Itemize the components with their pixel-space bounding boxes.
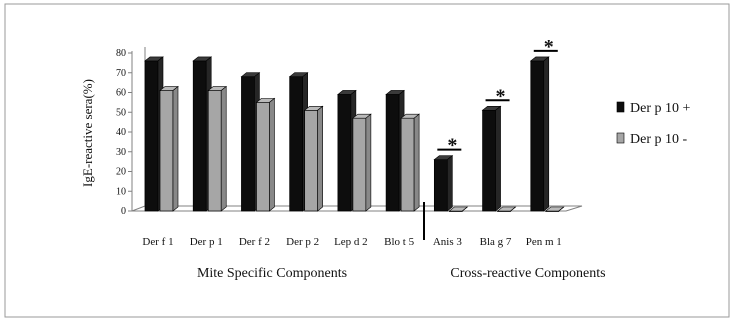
bar-2-4	[304, 109, 319, 212]
bar-side-1-8	[495, 105, 501, 212]
category-label: Der f 1	[142, 236, 173, 248]
category-label: Der p 2	[286, 236, 319, 248]
significance-star: *	[447, 135, 457, 157]
bar-2-6	[400, 117, 415, 212]
y-tick-label: 50	[116, 107, 126, 118]
bar-1-2	[192, 60, 207, 212]
significance-star: *	[544, 36, 554, 58]
bar-side-2-4	[317, 105, 323, 212]
bar-side-1-9	[543, 56, 550, 212]
bar-side-1-7	[447, 155, 453, 212]
y-tick-label: 0	[121, 206, 126, 217]
bar-2-3	[256, 102, 270, 212]
bar-1-4	[289, 76, 304, 212]
bar-side-2-2	[220, 85, 227, 212]
y-tick-label: 80	[116, 48, 126, 59]
bar-1-6	[385, 94, 400, 212]
category-label: Der p 1	[190, 236, 223, 248]
category-label: Blo t 5	[384, 236, 414, 248]
y-tick-label: 60	[116, 88, 126, 99]
y-tick-label: 40	[116, 127, 126, 138]
significance-marks: * * *	[437, 36, 558, 157]
bar-side-2-6	[413, 113, 420, 212]
bar-side-2-9	[558, 206, 564, 212]
bar-1-7	[433, 159, 448, 212]
bar-1-9	[530, 60, 545, 212]
bars-layer	[144, 56, 565, 212]
significance-star: *	[496, 85, 506, 107]
bar-side-2-7	[462, 206, 468, 212]
bar-side-2-3	[269, 97, 275, 212]
category-label: Anis 3	[433, 236, 463, 248]
legend-swatch-series-1	[616, 101, 625, 113]
legend: Der p 10 + Der p 10 -	[616, 101, 690, 147]
category-label: Bla g 7	[480, 236, 512, 248]
bar-side-2-5	[365, 113, 372, 212]
legend-label-series-1: Der p 10 +	[630, 101, 690, 116]
y-axis-label: IgE-reactive sera(%)	[80, 79, 95, 187]
group-label-cross-reactive: Cross-reactive Components	[450, 266, 605, 281]
y-tick-label: 20	[116, 167, 126, 178]
bar-1-8	[482, 109, 496, 212]
legend-label-series-2: Der p 10 -	[630, 132, 687, 147]
bar-1-1	[144, 60, 159, 212]
bar-2-1	[159, 90, 174, 212]
bar-2-2	[207, 90, 222, 212]
y-axis-ticks: 0 10 20 30 40 50 60 70 80	[116, 48, 132, 217]
legend-swatch-series-2	[616, 132, 625, 144]
y-tick-label: 30	[116, 147, 126, 158]
bar-side-2-1	[172, 85, 179, 212]
category-label: Lep d 2	[334, 236, 368, 248]
y-tick-label: 10	[116, 186, 126, 197]
bar-1-3	[241, 76, 255, 212]
category-labels: Der f 1 Der p 1 Der f 2 Der p 2 Lep d 2 Blo t…	[142, 236, 561, 248]
category-label: Pen m 1	[526, 236, 562, 248]
chart-floor	[131, 205, 583, 212]
category-label: Der f 2	[239, 236, 270, 248]
bar-2-5	[352, 117, 367, 212]
bar-1-5	[337, 94, 352, 212]
bar-side-2-8	[510, 206, 516, 212]
group-label-mite-specific: Mite Specific Components	[197, 266, 347, 281]
y-tick-label: 70	[116, 68, 126, 79]
